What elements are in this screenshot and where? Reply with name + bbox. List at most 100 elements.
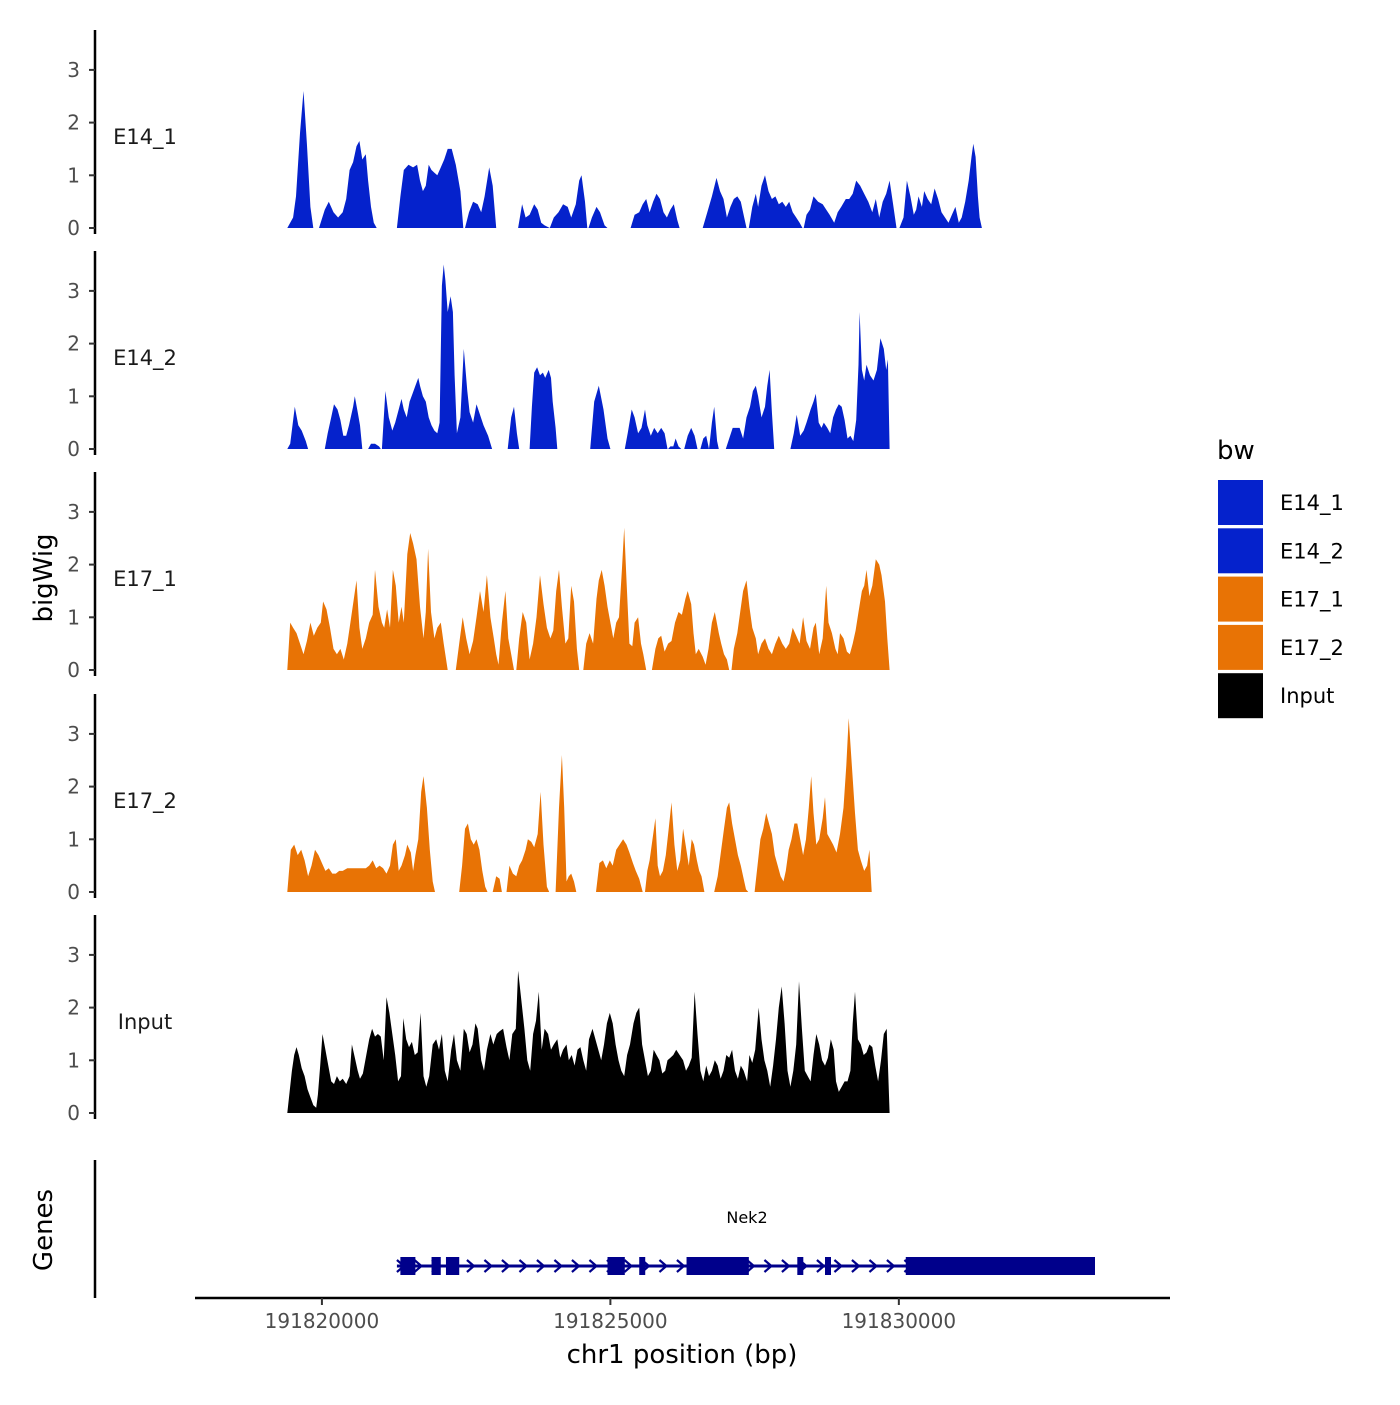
strand-arrow xyxy=(886,1259,896,1273)
coverage-area xyxy=(287,970,890,1113)
coverage-area xyxy=(790,312,890,449)
y-tick-label: 3 xyxy=(67,500,80,524)
legend-item: E17_1 xyxy=(1218,576,1344,622)
legend-swatch xyxy=(1218,480,1263,525)
coverage-area xyxy=(651,591,730,670)
strand-arrow xyxy=(851,1259,861,1273)
coverage-area xyxy=(549,175,588,228)
coverage-area xyxy=(324,396,363,449)
track-label: E14_1 xyxy=(113,125,177,150)
legend-label: E17_1 xyxy=(1280,588,1344,613)
strand-arrow xyxy=(746,1259,756,1273)
legend-label: Input xyxy=(1280,684,1334,708)
coverage-area xyxy=(803,180,897,228)
strand-arrow xyxy=(518,1259,529,1273)
genes-panel-title: Genes xyxy=(29,1189,59,1271)
coverage-area xyxy=(731,559,890,670)
coverage-area xyxy=(630,193,680,228)
strand-arrow xyxy=(588,1259,599,1273)
exon xyxy=(607,1257,625,1275)
strand-arrow xyxy=(466,1259,476,1273)
strand-arrow xyxy=(676,1259,686,1273)
legend-item: E17_2 xyxy=(1218,624,1344,670)
track-e14-2: 0 1 2 3 E14_2 xyxy=(67,251,890,461)
x-tick-label: 191830000 xyxy=(842,1309,957,1333)
strand-arrow xyxy=(658,1259,669,1273)
coverage-area xyxy=(459,823,488,892)
coverage-area xyxy=(668,438,682,449)
track-label: E17_1 xyxy=(113,567,177,592)
y-tick-label: 3 xyxy=(67,279,80,303)
coverage-area xyxy=(287,533,448,670)
y-tick-label: 1 xyxy=(67,605,80,629)
coverage-area xyxy=(529,367,558,449)
track-label: E17_2 xyxy=(113,789,177,814)
coverage-area xyxy=(507,406,520,449)
coverage-area xyxy=(596,839,643,892)
legend-swatch xyxy=(1218,624,1263,670)
coverage-area xyxy=(516,569,580,670)
legend-item: Input xyxy=(1218,673,1334,719)
exon xyxy=(825,1257,831,1275)
track-label: E14_2 xyxy=(113,346,177,371)
legend: bw E14_1 E14_2 E17_1 E17_2 Input xyxy=(1217,436,1344,719)
strand-arrow xyxy=(553,1259,564,1273)
strand-arrow xyxy=(868,1259,879,1273)
legend-label: E17_2 xyxy=(1280,636,1344,661)
exon xyxy=(445,1257,460,1275)
y-tick-label: 2 xyxy=(67,332,80,356)
strand-arrow xyxy=(816,1259,826,1273)
strand-arrow xyxy=(501,1259,511,1273)
legend-swatch xyxy=(1218,528,1263,574)
legend-label: E14_1 xyxy=(1280,491,1344,516)
gene-panel: Nek2 xyxy=(93,1160,1095,1298)
coverage-tracks: 0 1 2 3 E14_1 0 1 2 3 E14_2 0 1 2 3 E17_1 0 1 2 3 E17_2 0 1 2 3… xyxy=(67,30,982,1125)
track-input: 0 1 2 3 Input xyxy=(67,915,890,1125)
legend-title: bw xyxy=(1217,436,1255,466)
coverage-area xyxy=(702,177,747,228)
strand-arrow xyxy=(483,1259,494,1273)
coverage-area xyxy=(748,175,803,228)
legend-swatch xyxy=(1218,576,1263,622)
y-tick-label: 1 xyxy=(67,384,80,408)
legend-item: E14_1 xyxy=(1218,480,1344,525)
gene-label: Nek2 xyxy=(726,1208,767,1227)
x-axis: 191820000 191825000 191830000 xyxy=(195,1296,1170,1333)
strand-arrow xyxy=(833,1259,844,1273)
legend-label: E14_2 xyxy=(1280,539,1344,564)
y-tick-label: 0 xyxy=(67,437,80,461)
coverage-area xyxy=(287,91,314,228)
exon xyxy=(400,1257,416,1275)
strand-arrow xyxy=(413,1259,424,1273)
y-tick-label: 2 xyxy=(67,553,80,577)
gene-nek2: Nek2 xyxy=(396,1208,1095,1275)
x-axis-title: chr1 position (bp) xyxy=(567,1340,798,1370)
track-label: Input xyxy=(118,1010,172,1034)
y-tick-label: 1 xyxy=(67,163,80,187)
y-tick-label: 3 xyxy=(67,722,80,746)
y-tick-label: 3 xyxy=(67,58,80,82)
y-tick-label: 2 xyxy=(67,996,80,1020)
coverage-area xyxy=(899,143,982,228)
track-e17-2: 0 1 2 3 E17_2 xyxy=(67,694,872,904)
exon xyxy=(639,1257,646,1275)
exon xyxy=(686,1257,749,1275)
y-tick-label: 2 xyxy=(67,111,80,135)
coverage-area xyxy=(506,791,550,892)
coverage-area xyxy=(725,369,775,449)
strand-arrow xyxy=(781,1259,791,1273)
coverage-area xyxy=(455,575,514,670)
coverage-area xyxy=(396,148,464,228)
strand-arrow xyxy=(763,1259,774,1273)
track-e17-1: 0 1 2 3 E17_1 xyxy=(67,472,890,682)
coverage-area xyxy=(700,406,719,449)
coverage-area xyxy=(287,406,309,449)
y-tick-label: 1 xyxy=(67,1048,80,1072)
coverage-area xyxy=(590,385,611,449)
legend-swatch xyxy=(1218,673,1263,719)
exon xyxy=(797,1257,804,1275)
legend-item: E14_2 xyxy=(1218,528,1344,574)
strand-arrow xyxy=(571,1259,581,1273)
